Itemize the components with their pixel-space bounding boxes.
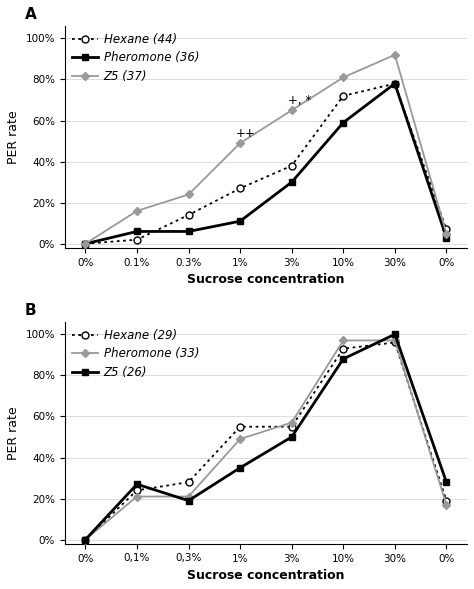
Pheromone (36) <box>340 119 346 126</box>
Pheromone (33) <box>82 536 88 543</box>
Line: Z5 (26): Z5 (26) <box>82 331 450 543</box>
Z5 (26) <box>82 536 88 543</box>
Z5 (37) <box>289 107 294 114</box>
Z5 (26) <box>186 497 191 504</box>
Z5 (26) <box>237 464 243 471</box>
Line: Hexane (29): Hexane (29) <box>82 339 450 543</box>
Hexane (29) <box>134 487 140 494</box>
Z5 (37) <box>444 230 449 237</box>
Pheromone (36) <box>444 234 449 241</box>
Hexane (44) <box>186 211 191 219</box>
Hexane (44) <box>237 185 243 192</box>
Hexane (29) <box>444 497 449 504</box>
Hexane (44) <box>340 92 346 100</box>
Pheromone (36) <box>134 228 140 235</box>
Z5 (37) <box>82 240 88 247</box>
Z5 (26) <box>392 331 398 338</box>
Hexane (29) <box>186 479 191 486</box>
Hexane (44) <box>444 226 449 233</box>
Hexane (29) <box>82 536 88 543</box>
Text: +, *: +, * <box>288 94 311 107</box>
Z5 (37) <box>392 51 398 58</box>
Pheromone (36) <box>82 240 88 247</box>
Z5 (26) <box>289 434 294 441</box>
Hexane (29) <box>340 345 346 352</box>
Pheromone (33) <box>134 493 140 500</box>
Z5 (37) <box>340 74 346 81</box>
Pheromone (33) <box>340 337 346 344</box>
Pheromone (33) <box>392 337 398 344</box>
Z5 (37) <box>237 140 243 147</box>
Pheromone (36) <box>392 80 398 87</box>
Line: Pheromone (36): Pheromone (36) <box>82 80 450 247</box>
Hexane (44) <box>289 162 294 169</box>
Z5 (26) <box>134 481 140 488</box>
Text: ++: ++ <box>236 127 255 140</box>
Hexane (44) <box>392 80 398 87</box>
Pheromone (36) <box>289 178 294 186</box>
Line: Hexane (44): Hexane (44) <box>82 80 450 247</box>
Z5 (26) <box>340 355 346 362</box>
Text: A: A <box>25 6 36 22</box>
Z5 (37) <box>134 207 140 214</box>
Pheromone (33) <box>237 435 243 442</box>
Y-axis label: PER rate: PER rate <box>7 406 20 459</box>
Pheromone (36) <box>237 218 243 225</box>
Hexane (44) <box>82 240 88 247</box>
Line: Pheromone (33): Pheromone (33) <box>82 337 449 542</box>
X-axis label: Sucrose concentration: Sucrose concentration <box>187 273 345 286</box>
Pheromone (33) <box>186 493 191 500</box>
Hexane (29) <box>237 423 243 430</box>
Text: B: B <box>25 303 36 317</box>
Z5 (37) <box>186 191 191 198</box>
Pheromone (33) <box>289 419 294 426</box>
Legend: Hexane (44), Pheromone (36), Z5 (37): Hexane (44), Pheromone (36), Z5 (37) <box>68 29 203 87</box>
Pheromone (36) <box>186 228 191 235</box>
Pheromone (33) <box>444 501 449 508</box>
Line: Z5 (37): Z5 (37) <box>82 52 449 247</box>
Legend: Hexane (29), Pheromone (33), Z5 (26): Hexane (29), Pheromone (33), Z5 (26) <box>68 326 203 382</box>
Y-axis label: PER rate: PER rate <box>7 110 20 164</box>
X-axis label: Sucrose concentration: Sucrose concentration <box>187 569 345 582</box>
Hexane (29) <box>289 423 294 430</box>
Z5 (26) <box>444 479 449 486</box>
Hexane (29) <box>392 339 398 346</box>
Hexane (44) <box>134 236 140 243</box>
